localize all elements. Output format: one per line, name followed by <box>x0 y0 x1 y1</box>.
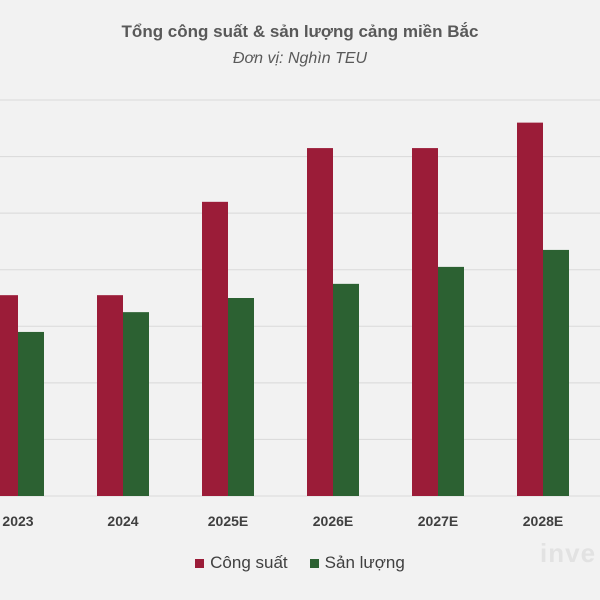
chart-subtitle: Đơn vị: Nghìn TEU <box>232 50 368 67</box>
bar-cong-suat-2028E <box>517 122 543 496</box>
x-tick-label: 2024 <box>107 513 138 529</box>
grid-lines <box>0 99 600 497</box>
bar-san-luong-2026E <box>333 283 359 496</box>
x-tick-label: 2027E <box>418 513 458 529</box>
x-tick-label: 2025E <box>208 513 248 529</box>
bar-cong-suat-2027E <box>412 148 438 497</box>
bar-san-luong-2027E <box>438 266 464 496</box>
legend-label-series-1: Sản lượng <box>324 553 405 572</box>
bars <box>0 122 569 497</box>
legend-item-series-1: Sản lượng <box>309 553 405 573</box>
legend-label-series-0: Công suất <box>210 553 288 572</box>
legend-item-series-0: Công suất <box>195 553 288 573</box>
bar-cong-suat-2023 <box>0 295 18 496</box>
chart-title: Tổng công suất & sản lượng cảng miền Bắc <box>121 22 479 41</box>
legend-swatch-series-1 <box>309 558 319 568</box>
x-tick-label: 2028E <box>523 513 563 529</box>
legend-swatch-series-0 <box>195 558 205 568</box>
bar-san-luong-2023 <box>18 331 44 496</box>
bar-cong-suat-2026E <box>307 148 333 497</box>
x-tick-label: 2026E <box>313 513 353 529</box>
legend: Công suất Sản lượng <box>0 553 600 573</box>
x-tick-labels: 2023 2024 2025E 2026E 2027E 2028E <box>2 513 563 529</box>
x-tick-label: 2023 <box>2 513 33 529</box>
bar-cong-suat-2025E <box>202 201 228 497</box>
bar-cong-suat-2024 <box>97 295 123 496</box>
bar-san-luong-2028E <box>543 249 569 496</box>
watermark-logo: inve <box>540 538 597 568</box>
bar-san-luong-2025E <box>228 298 254 496</box>
bar-san-luong-2024 <box>123 312 149 496</box>
